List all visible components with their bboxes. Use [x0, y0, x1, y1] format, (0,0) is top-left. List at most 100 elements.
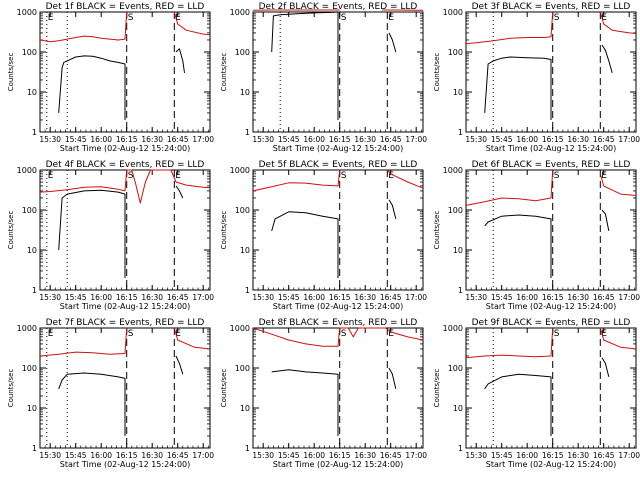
plot-frame [39, 327, 211, 449]
x-tick-label: 16:00 [90, 135, 112, 144]
lld-series-line [252, 327, 424, 347]
event-marker-label: S [554, 13, 560, 23]
x-tick-label: 16:30 [141, 293, 163, 302]
y-tick-label: 10 [240, 246, 250, 255]
x-tick-label: 16:00 [90, 293, 112, 302]
y-tick-label: 10 [27, 246, 37, 255]
lld-series-line [173, 327, 211, 350]
y-tick-label: 1000 [230, 166, 250, 175]
y-tick-label: 100 [235, 48, 250, 57]
y-tick-label: 10 [453, 88, 463, 97]
x-tick-label: 16:00 [303, 293, 325, 302]
x-tick-label: 17:00 [192, 135, 214, 144]
events-series-line [271, 369, 339, 436]
x-axis-label: Start Time (02-Aug-12 15:24:00) [60, 302, 191, 311]
event-marker-label: E [48, 329, 54, 339]
y-tick-label: 100 [448, 48, 463, 57]
lld-series-line [599, 11, 637, 34]
x-tick-label: 15:45 [278, 451, 300, 460]
y-tick-label: 1 [458, 128, 463, 137]
y-tick-label: 1000 [230, 8, 250, 17]
y-tick-label: 10 [240, 404, 250, 413]
x-tick-label: 15:30 [39, 293, 61, 302]
x-tick-label: 17:00 [192, 451, 214, 460]
detector-panel: Det 2f BLACK = Events, RED = LLD 1 10 100 10… [220, 2, 427, 153]
x-tick-label: 15:45 [65, 293, 87, 302]
x-tick-label: 16:00 [516, 451, 538, 460]
y-tick-label: 1 [458, 444, 463, 453]
x-tick-label: 16:30 [567, 451, 589, 460]
panel-title: Det 2f BLACK = Events, RED = LLD [259, 2, 418, 12]
y-axis-label: Counts/sec [220, 369, 228, 408]
event-marker-label: E [175, 171, 181, 181]
y-tick-label: 1000 [443, 324, 463, 333]
x-tick-label: 16:15 [116, 451, 138, 460]
y-tick-label: 10 [240, 88, 250, 97]
x-tick-label: 17:00 [405, 451, 427, 460]
x-axis-label: Start Time (02-Aug-12 15:24:00) [486, 302, 617, 311]
panel-title: Det 5f BLACK = Events, RED = LLD [259, 160, 418, 170]
x-tick-label: 16:15 [542, 135, 564, 144]
event-marker-label: E [48, 171, 54, 181]
panel-title: Det 3f BLACK = Events, RED = LLD [472, 2, 631, 12]
panel-title: Det 7f BLACK = Events, RED = LLD [46, 318, 205, 328]
x-tick-label: 16:00 [303, 135, 325, 144]
x-tick-label: 16:45 [593, 135, 615, 144]
x-tick-label: 17:00 [405, 293, 427, 302]
y-tick-label: 1 [32, 444, 37, 453]
y-tick-label: 10 [27, 404, 37, 413]
events-series-line [175, 185, 184, 199]
x-tick-label: 17:00 [192, 293, 214, 302]
event-marker-label: E [175, 329, 181, 339]
x-tick-label: 16:00 [90, 451, 112, 460]
lld-series-line [173, 11, 211, 36]
x-tick-label: 17:00 [618, 135, 640, 144]
events-series-line [175, 355, 184, 375]
y-axis-label: Counts/sec [7, 53, 15, 92]
lld-series-line [599, 327, 637, 350]
plot-frame [465, 11, 637, 133]
detector-panel: Det 6f BLACK = Events, RED = LLD 1 10 100 10… [433, 160, 640, 311]
events-series-line [58, 372, 126, 436]
x-tick-label: 15:45 [278, 293, 300, 302]
y-tick-label: 1 [245, 128, 250, 137]
event-marker-label: E [601, 171, 607, 181]
x-tick-label: 15:30 [39, 451, 61, 460]
y-tick-label: 100 [235, 364, 250, 373]
x-axis-label: Start Time (02-Aug-12 15:24:00) [60, 144, 191, 153]
event-marker-label: S [128, 13, 134, 23]
x-tick-label: 15:30 [465, 451, 487, 460]
y-tick-label: 1 [32, 286, 37, 295]
x-tick-label: 16:45 [593, 451, 615, 460]
x-axis-label: Start Time (02-Aug-12 15:24:00) [273, 302, 404, 311]
events-series-line [271, 11, 339, 120]
lld-series-line [465, 169, 554, 206]
x-tick-label: 15:30 [252, 135, 274, 144]
y-axis-label: Counts/sec [433, 369, 441, 408]
events-series-line [601, 209, 610, 231]
detector-panel: Det 9f BLACK = Events, RED = LLD 1 10 100 10… [433, 318, 640, 469]
x-tick-label: 16:15 [329, 293, 351, 302]
event-marker-label: S [341, 13, 347, 23]
event-marker-label: E [601, 13, 607, 23]
y-tick-label: 100 [22, 48, 37, 57]
x-tick-label: 16:00 [303, 451, 325, 460]
x-tick-label: 16:15 [329, 451, 351, 460]
event-marker-label: S [554, 171, 560, 181]
x-tick-label: 16:45 [167, 293, 189, 302]
panel-title: Det 9f BLACK = Events, RED = LLD [472, 318, 631, 328]
x-tick-label: 15:45 [491, 451, 513, 460]
y-axis-label: Counts/sec [433, 53, 441, 92]
x-axis-label: Start Time (02-Aug-12 15:24:00) [486, 460, 617, 469]
y-tick-label: 100 [22, 206, 37, 215]
y-axis-label: Counts/sec [220, 211, 228, 250]
y-tick-label: 100 [235, 206, 250, 215]
plot-frame [39, 11, 211, 133]
x-tick-label: 16:00 [516, 135, 538, 144]
event-marker-label: S [341, 171, 347, 181]
plot-frame [465, 327, 637, 449]
lld-series-line [599, 173, 637, 196]
events-series-line [175, 48, 185, 73]
event-marker-label: E [388, 13, 394, 23]
